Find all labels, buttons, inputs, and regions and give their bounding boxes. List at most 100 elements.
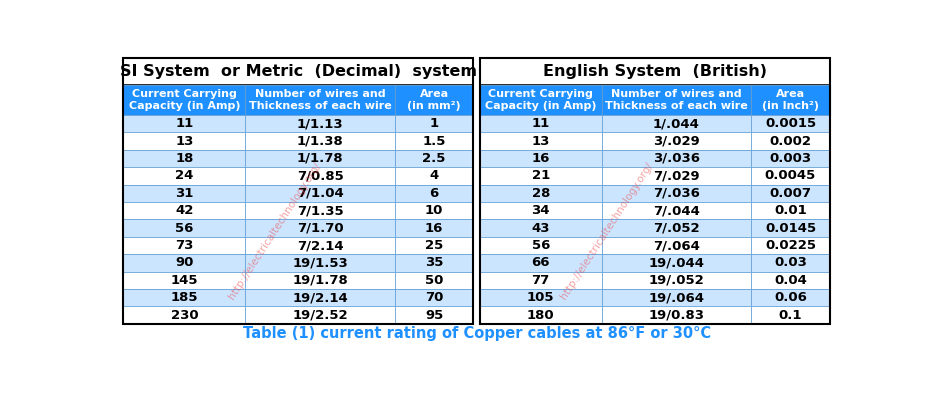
Text: 0.04: 0.04 [774,274,807,287]
Text: 66: 66 [531,256,550,269]
Bar [480,167,602,184]
Text: Current Carrying
Capacity (in Amp): Current Carrying Capacity (in Amp) [485,89,596,111]
Text: 1/1.13: 1/1.13 [297,117,343,130]
Text: 25: 25 [425,239,444,252]
Bar [751,254,830,272]
Text: 7/.064: 7/.064 [653,239,700,252]
Text: 6: 6 [430,187,439,200]
Bar [124,272,246,289]
Bar [602,202,751,220]
Text: 56: 56 [175,222,193,235]
Bar [124,289,246,306]
Text: 7/.052: 7/.052 [653,222,699,235]
Bar [395,132,473,150]
Bar [246,272,395,289]
Text: 145: 145 [171,274,198,287]
Bar [124,306,246,324]
Bar [751,184,830,202]
Bar [602,237,751,254]
Bar [480,272,602,289]
Bar [395,220,473,237]
Text: 10: 10 [425,204,444,217]
Text: 0.007: 0.007 [769,187,812,200]
Bar [124,254,246,272]
Text: 77: 77 [532,274,550,287]
Bar [602,306,751,324]
Bar [473,167,480,184]
Text: 1/1.78: 1/1.78 [297,152,343,165]
Text: 13: 13 [175,135,193,148]
Text: 230: 230 [170,308,198,322]
Bar [124,115,246,132]
Text: 7/0.85: 7/0.85 [297,169,343,182]
Bar [602,254,751,272]
Bar [124,202,246,220]
Bar [395,115,473,132]
Bar [473,115,480,132]
Text: 7/2.14: 7/2.14 [297,239,343,252]
Bar [751,289,830,306]
Bar [473,220,480,237]
Bar [395,202,473,220]
Text: 16: 16 [425,222,444,235]
Bar [473,306,480,324]
Bar [473,85,480,115]
Text: Table (1) current rating of Copper cables at 86°F or 30°C: Table (1) current rating of Copper cable… [243,326,711,341]
Bar [480,58,830,85]
Text: 0.06: 0.06 [774,291,807,304]
Text: 19/1.78: 19/1.78 [292,274,348,287]
Bar [395,272,473,289]
Bar [473,202,480,220]
Text: 3/.036: 3/.036 [653,152,700,165]
Text: 1/1.38: 1/1.38 [297,135,343,148]
Bar [473,184,480,202]
Text: 56: 56 [532,239,550,252]
Bar [124,58,473,85]
Text: 180: 180 [527,308,554,322]
Bar [480,306,602,324]
Bar [395,254,473,272]
Bar [246,237,395,254]
Bar [480,202,602,220]
Bar [246,289,395,306]
Text: 0.0145: 0.0145 [764,222,816,235]
Bar [124,220,246,237]
Text: 90: 90 [175,256,193,269]
Text: 0.1: 0.1 [778,308,803,322]
Bar [246,115,395,132]
Text: Area
(in mm²): Area (in mm²) [407,89,461,111]
Bar [751,85,830,115]
Text: 11: 11 [175,117,193,130]
Bar [480,254,602,272]
Bar [246,132,395,150]
Bar [751,220,830,237]
Text: 7/1.35: 7/1.35 [297,204,343,217]
Text: 7/.036: 7/.036 [653,187,700,200]
Bar [473,254,480,272]
Text: 19/1.53: 19/1.53 [292,256,348,269]
Text: 18: 18 [175,152,193,165]
Text: 35: 35 [425,256,444,269]
Bar [246,167,395,184]
Bar [602,132,751,150]
Bar [480,237,602,254]
Text: 0.003: 0.003 [769,152,812,165]
Text: Area
(in Inch²): Area (in Inch²) [762,89,819,111]
Bar [124,132,246,150]
Text: 185: 185 [171,291,198,304]
Bar [602,289,751,306]
Bar [602,115,751,132]
Bar [473,272,480,289]
Bar [480,58,830,324]
Text: 19/0.83: 19/0.83 [648,308,704,322]
Bar [124,167,246,184]
Bar [473,132,480,150]
Text: 0.0225: 0.0225 [765,239,816,252]
Text: 43: 43 [531,222,550,235]
Bar [246,202,395,220]
Text: 19/2.52: 19/2.52 [292,308,348,322]
Bar [395,289,473,306]
Text: 70: 70 [425,291,444,304]
Bar [480,150,602,167]
Bar [751,202,830,220]
